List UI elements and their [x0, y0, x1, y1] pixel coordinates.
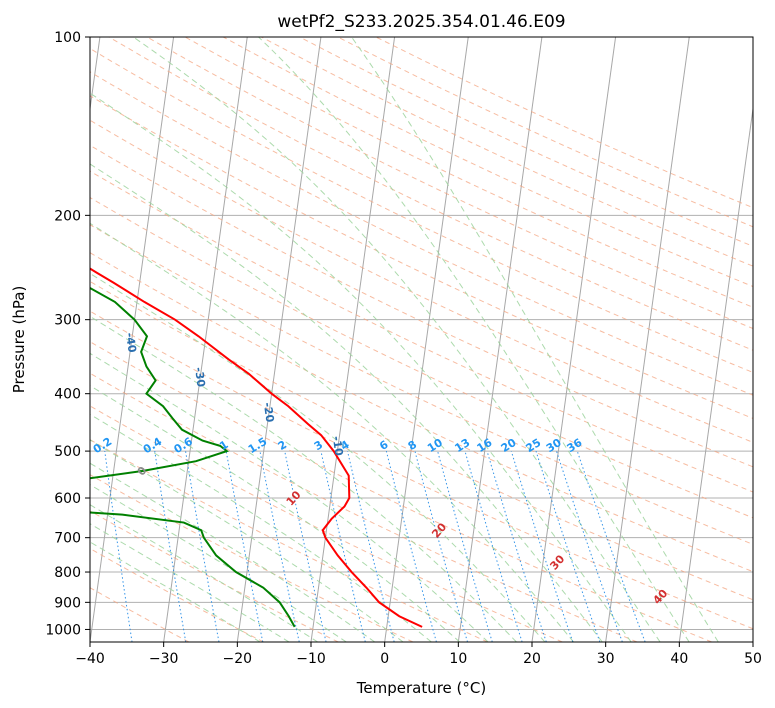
x-tick-label: 50 [744, 651, 762, 667]
axes-layer: −40 −30 −20 −10 0 10 20 30 40 50 1000 900 800 700 600 5… [45, 30, 762, 667]
moist-adiabat-line [90, 385, 461, 642]
y-tick-label: 800 [54, 565, 81, 581]
mixing-ratio-line [104, 451, 133, 642]
y-tick-label: 200 [54, 208, 81, 224]
plot-frame [89, 36, 754, 643]
moist-adiabat-line [90, 272, 546, 642]
dry-adiabat-line [90, 95, 753, 420]
dry-adiabat-line [108, 37, 753, 351]
dewpoint-series-line [90, 286, 296, 628]
x-tick-label: 30 [597, 651, 615, 667]
x-tick-label: 20 [523, 651, 541, 667]
moist-adiabat-line [90, 92, 632, 642]
mixing-ratio-line [556, 450, 623, 642]
mixing-ratio-line [347, 450, 395, 642]
isotherm-line [678, 105, 753, 642]
mixing-ratio-line [414, 450, 468, 642]
isotherm-label: -40 [123, 332, 139, 354]
isotherm-label: -50 [55, 288, 71, 310]
profile-layer [90, 267, 423, 628]
isotherm-line [90, 37, 175, 642]
mixing-ratio-line [385, 450, 437, 642]
y-tick-label: 500 [54, 444, 81, 460]
mixing-ratio-line [437, 450, 493, 642]
dry-adiabat-line [90, 439, 488, 642]
isotherm-line [236, 37, 322, 642]
isotherm-label: -20 [261, 402, 277, 424]
moist-adiabat-line [90, 352, 489, 642]
moist-adiabat-line [90, 413, 432, 642]
mixing-ratio-line [464, 450, 523, 642]
dry-adiabat-line [90, 341, 712, 642]
y-tick-label: 600 [54, 491, 81, 507]
isotherm-line [605, 37, 690, 642]
moist-adiabat-line [90, 163, 603, 642]
moist-adiabat-line [90, 523, 290, 642]
dry-adiabat-line [90, 510, 339, 642]
x-tick-label: −10 [296, 651, 326, 667]
dry-adiabat-line [90, 224, 753, 545]
isotherm-line [384, 37, 469, 642]
mixing-ratio-line [535, 450, 601, 642]
x-tick-label: −30 [149, 651, 179, 667]
dry-adiabat-line [90, 405, 563, 642]
isotherm-line [457, 37, 543, 642]
mixing-ratio-line [320, 450, 366, 642]
moist-adiabat-line [258, 37, 690, 642]
dry-adiabat-line [184, 37, 753, 308]
dry-adiabat-line [90, 310, 753, 630]
moist-adiabat-line [90, 439, 404, 642]
isotherm-line [163, 37, 248, 642]
isotherm-line [90, 37, 101, 113]
mixing-ratio-line [576, 450, 646, 642]
dry-adiabat-line [90, 252, 753, 573]
x-tick-label: 0 [380, 651, 389, 667]
isotherm-line [752, 638, 753, 642]
y-tick-label: 300 [54, 313, 81, 329]
thermo-lines-layer [90, 37, 753, 642]
moist-adiabat-line [90, 222, 574, 642]
isotherm-label: -30 [192, 366, 208, 388]
y-tick-label: 700 [54, 531, 81, 547]
dry-adiabat-line [90, 144, 753, 468]
mixing-ratio-line [510, 450, 574, 642]
x-tick-label: 10 [449, 651, 467, 667]
isotherm-line [531, 37, 617, 642]
chart-title: wetPf2_S233.2025.354.01.46.E09 [277, 12, 565, 32]
y-tick-label: 100 [54, 30, 81, 46]
x-tick-label: 40 [670, 651, 688, 667]
mixing-ratio-line [259, 451, 300, 642]
moist-adiabat-line [90, 541, 261, 642]
mixing-ratio-line [486, 450, 547, 642]
dry-adiabat-line [90, 196, 753, 519]
mixing-ratio-line [284, 451, 327, 642]
temperature-series-line [90, 267, 423, 628]
x-tick-label: −40 [75, 651, 105, 667]
isotherm-label: -10 [330, 435, 346, 457]
dry-adiabat-line [90, 47, 753, 373]
moist-adiabat-line [351, 37, 719, 642]
isotherm-label: -60 [0, 243, 4, 265]
x-tick-label: −20 [223, 651, 253, 667]
y-tick-label: 900 [54, 595, 81, 611]
moist-adiabat-line [90, 315, 517, 642]
dry-adiabat-line [90, 547, 264, 642]
moist-adiabat-line [90, 462, 376, 642]
moist-adiabat-line [133, 37, 661, 642]
y-tick-label: 400 [54, 387, 81, 403]
y-tick-label: 1000 [45, 622, 81, 638]
x-axis-title: Temperature (°C) [356, 679, 486, 697]
y-axis-title: Pressure (hPa) [10, 286, 28, 394]
plot-background [90, 37, 753, 642]
